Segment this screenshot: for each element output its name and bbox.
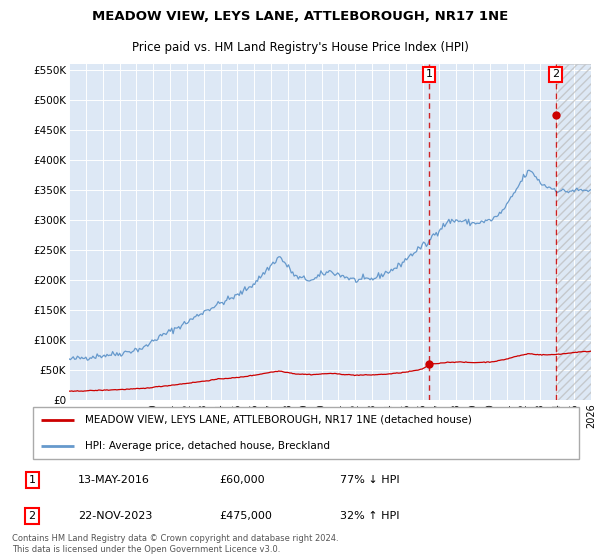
Text: 32% ↑ HPI: 32% ↑ HPI bbox=[340, 511, 400, 521]
Text: Price paid vs. HM Land Registry's House Price Index (HPI): Price paid vs. HM Land Registry's House … bbox=[131, 40, 469, 54]
Text: HPI: Average price, detached house, Breckland: HPI: Average price, detached house, Brec… bbox=[85, 441, 330, 451]
Text: £475,000: £475,000 bbox=[220, 511, 272, 521]
Text: 77% ↓ HPI: 77% ↓ HPI bbox=[340, 475, 400, 486]
Text: 13-MAY-2016: 13-MAY-2016 bbox=[78, 475, 150, 486]
Text: £60,000: £60,000 bbox=[220, 475, 265, 486]
Text: Contains HM Land Registry data © Crown copyright and database right 2024.
This d: Contains HM Land Registry data © Crown c… bbox=[12, 534, 338, 554]
Text: 22-NOV-2023: 22-NOV-2023 bbox=[78, 511, 152, 521]
Text: 2: 2 bbox=[552, 69, 559, 80]
FancyBboxPatch shape bbox=[33, 407, 578, 459]
Text: MEADOW VIEW, LEYS LANE, ATTLEBOROUGH, NR17 1NE (detached house): MEADOW VIEW, LEYS LANE, ATTLEBOROUGH, NR… bbox=[85, 415, 472, 424]
Text: 1: 1 bbox=[425, 69, 433, 80]
Text: 1: 1 bbox=[29, 475, 35, 486]
Text: 2: 2 bbox=[29, 511, 36, 521]
Text: MEADOW VIEW, LEYS LANE, ATTLEBOROUGH, NR17 1NE: MEADOW VIEW, LEYS LANE, ATTLEBOROUGH, NR… bbox=[92, 10, 508, 23]
